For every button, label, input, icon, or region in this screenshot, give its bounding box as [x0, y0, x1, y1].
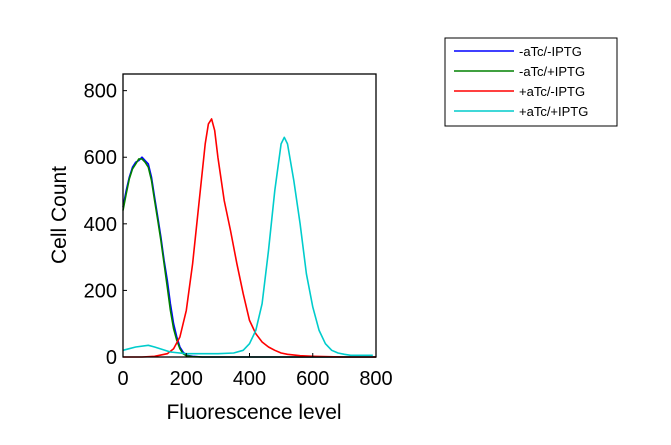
x-axis-label: Fluorescence level: [166, 401, 341, 424]
x-tick-label-0: 0: [117, 368, 128, 390]
y-tick-label-1: 200: [84, 280, 117, 302]
tick-layer: 0 200 400 600 800 0 200 400 600 800: [84, 81, 393, 390]
series-line-3: [122, 136, 373, 357]
y-tick-label-2: 400: [84, 214, 117, 236]
series-line-2: [123, 118, 376, 358]
legend-label-1: -aTc/+IPTG: [519, 64, 585, 79]
x-tick-label-3: 600: [296, 368, 329, 390]
legend: -aTc/-IPTG -aTc/+IPTG +aTc/-IPTG +aTc/+IPTG: [444, 37, 618, 127]
y-axis-label: Cell Count: [48, 166, 71, 264]
y-tick-label-0: 0: [106, 347, 117, 369]
legend-label-3: +aTc/+IPTG: [519, 104, 588, 119]
x-tick-label-2: 400: [233, 368, 266, 390]
y-tick-label-3: 600: [84, 147, 117, 169]
x-tick-label-4: 800: [359, 368, 392, 390]
y-tick-label-4: 800: [84, 81, 117, 103]
x-tick-label-1: 200: [170, 368, 203, 390]
legend-label-2: +aTc/-IPTG: [519, 84, 585, 99]
legend-label-0: -aTc/-IPTG: [519, 44, 582, 59]
